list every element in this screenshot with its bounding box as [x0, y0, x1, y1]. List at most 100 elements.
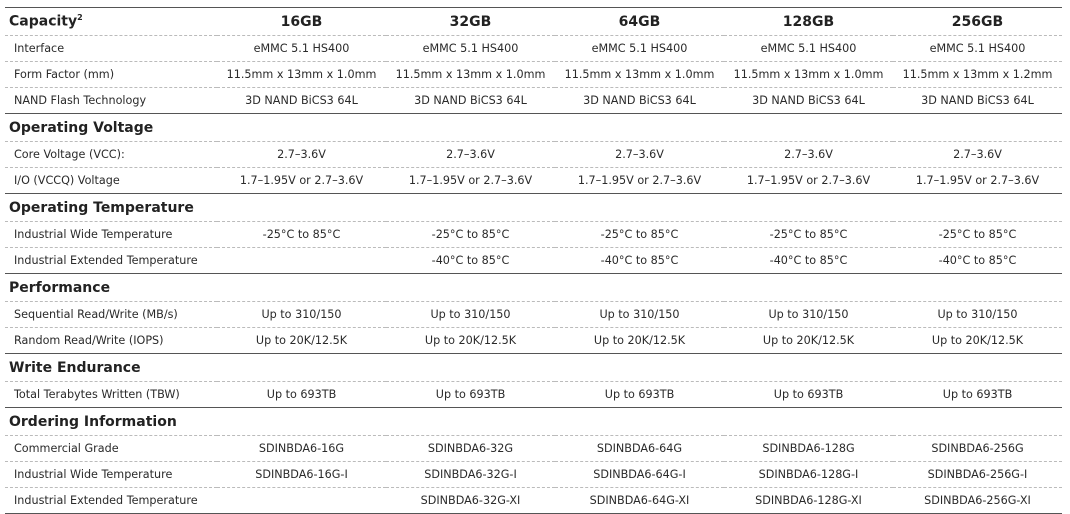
row-label: Form Factor (mm) [5, 61, 217, 88]
row-value: 1.7–1.95V or 2.7–3.6V [217, 167, 386, 194]
table-row: Industrial Extended Temperature -40°C to … [5, 247, 1062, 274]
row-value: 2.7–3.6V [724, 141, 893, 168]
section-header: Ordering Information [5, 407, 1062, 436]
row-label: Random Read/Write (IOPS) [5, 327, 217, 354]
row-value: Up to 693TB [724, 381, 893, 408]
row-value: Up to 310/150 [217, 301, 386, 328]
row-value: SDINBDA6-16G-I [217, 461, 386, 488]
row-value: 1.7–1.95V or 2.7–3.6V [893, 167, 1062, 194]
row-value: 11.5mm x 13mm x 1.0mm [555, 61, 724, 88]
row-value: SDINBDA6-256G [893, 435, 1062, 462]
row-value: -25°C to 85°C [555, 221, 724, 248]
row-label: NAND Flash Technology [5, 87, 217, 114]
row-value: -40°C to 85°C [555, 247, 724, 274]
row-label: Sequential Read/Write (MB/s) [5, 301, 217, 328]
table-row: Industrial Extended Temperature SDINBDA6-… [5, 488, 1062, 514]
row-value: SDINBDA6-64G [555, 435, 724, 462]
row-value: SDINBDA6-128G-XI [755, 494, 862, 507]
capacity-header-row: Capacity2 16GB 32GB 64GB 128GB 256GB [5, 7, 1062, 36]
spec-table: Capacity2 16GB 32GB 64GB 128GB 256GB Int… [5, 7, 1062, 514]
capacity-256gb: 256GB [893, 7, 1062, 36]
row-value: 2.7–3.6V [386, 141, 555, 168]
row-value: SDINBDA6-256G-I [893, 461, 1062, 488]
table-row: Random Read/Write (IOPS) Up to 20K/12.5K U… [5, 327, 1062, 354]
row-value: Up to 693TB [386, 381, 555, 408]
row-value: SDINBDA6-64G-XI [589, 494, 690, 507]
row-value: SDINBDA6-256G-XI [924, 494, 1031, 507]
capacity-64gb: 64GB [555, 7, 724, 36]
row-value [217, 488, 386, 514]
row-value: SDINBDA6-32G [386, 435, 555, 462]
row-value: -25°C to 85°C [893, 221, 1062, 248]
row-value: -25°C to 85°C [217, 221, 386, 248]
row-value: eMMC 5.1 HS400 [217, 35, 386, 62]
capacity-32gb: 32GB [386, 7, 555, 36]
row-value: 3D NAND BiCS3 64L [724, 87, 893, 114]
row-value: eMMC 5.1 HS400 [724, 35, 893, 62]
table-row: Industrial Wide Temperature SDINBDA6-16G-… [5, 461, 1062, 488]
row-value: -40°C to 85°C [724, 247, 893, 274]
row-value: SDINBDA6-64G-I [555, 461, 724, 488]
row-value: -40°C to 85°C [893, 247, 1062, 274]
row-label: Commercial Grade [5, 435, 217, 462]
row-value: 1.7–1.95V or 2.7–3.6V [386, 167, 555, 194]
capacity-16gb: 16GB [217, 7, 386, 36]
row-value: Up to 310/150 [555, 301, 724, 328]
row-value: SDINBDA6-128G [724, 435, 893, 462]
table-row: I/O (VCCQ) Voltage 1.7–1.95V or 2.7–3.6V 1… [5, 167, 1062, 194]
capacity-128gb: 128GB [724, 7, 893, 36]
row-value: eMMC 5.1 HS400 [386, 35, 555, 62]
row-value: 11.5mm x 13mm x 1.0mm [386, 61, 555, 88]
table-row: Total Terabytes Written (TBW) Up to 693TB… [5, 381, 1062, 408]
table-row: Core Voltage (VCC): 2.7–3.6V 2.7–3.6V 2.7–3… [5, 141, 1062, 168]
row-label: Core Voltage (VCC): [5, 141, 217, 168]
row-label: Industrial Wide Temperature [5, 221, 217, 248]
row-value: SDINBDA6-32G-XI [420, 494, 521, 507]
table-row: Form Factor (mm) 11.5mm x 13mm x 1.0mm 11.… [5, 61, 1062, 88]
section-title: Operating Voltage [5, 113, 1062, 142]
row-value: SDINBDA6-128G-I [724, 461, 893, 488]
section-header: Operating Voltage [5, 113, 1062, 142]
section-title: Operating Temperature [5, 193, 1062, 222]
row-label: Industrial Extended Temperature [14, 494, 198, 507]
row-value: 11.5mm x 13mm x 1.0mm [217, 61, 386, 88]
section-title: Ordering Information [5, 407, 1062, 436]
row-label: I/O (VCCQ) Voltage [5, 167, 217, 194]
row-label: Total Terabytes Written (TBW) [5, 381, 217, 408]
table-row: Sequential Read/Write (MB/s) Up to 310/15… [5, 301, 1062, 328]
row-value: Up to 693TB [555, 381, 724, 408]
row-value: SDINBDA6-32G-I [386, 461, 555, 488]
row-value: Up to 20K/12.5K [724, 327, 893, 354]
section-header: Write Endurance [5, 353, 1062, 382]
table-row: Interface eMMC 5.1 HS400 eMMC 5.1 HS400 eMM… [5, 35, 1062, 62]
row-value: 3D NAND BiCS3 64L [555, 87, 724, 114]
row-value: -25°C to 85°C [724, 221, 893, 248]
footnote-marker: 2 [77, 13, 83, 23]
row-value: -40°C to 85°C [386, 247, 555, 274]
section-title: Write Endurance [5, 353, 1062, 382]
row-value: 11.5mm x 13mm x 1.2mm [893, 61, 1062, 88]
section-header: Operating Temperature [5, 193, 1062, 222]
row-value: Up to 20K/12.5K [386, 327, 555, 354]
row-value: 1.7–1.95V or 2.7–3.6V [555, 167, 724, 194]
row-value: 3D NAND BiCS3 64L [893, 87, 1062, 114]
capacity-label: Capacity2 [5, 7, 217, 36]
section-title: Performance [5, 273, 1062, 302]
row-value: 11.5mm x 13mm x 1.0mm [724, 61, 893, 88]
table-row: Industrial Wide Temperature -25°C to 85°C… [5, 221, 1062, 248]
row-value: Up to 20K/12.5K [217, 327, 386, 354]
row-value: Up to 310/150 [386, 301, 555, 328]
row-value: Up to 693TB [217, 381, 386, 408]
row-value: eMMC 5.1 HS400 [893, 35, 1062, 62]
table-row: NAND Flash Technology 3D NAND BiCS3 64L 3D… [5, 87, 1062, 114]
row-value: Up to 20K/12.5K [555, 327, 724, 354]
row-value: SDINBDA6-16G [217, 435, 386, 462]
section-header: Performance [5, 273, 1062, 302]
row-value: 2.7–3.6V [893, 141, 1062, 168]
row-value: Up to 310/150 [893, 301, 1062, 328]
row-value [217, 247, 386, 274]
row-value: Up to 20K/12.5K [893, 327, 1062, 354]
row-value: Up to 693TB [893, 381, 1062, 408]
row-value: 3D NAND BiCS3 64L [386, 87, 555, 114]
row-value: Up to 310/150 [724, 301, 893, 328]
